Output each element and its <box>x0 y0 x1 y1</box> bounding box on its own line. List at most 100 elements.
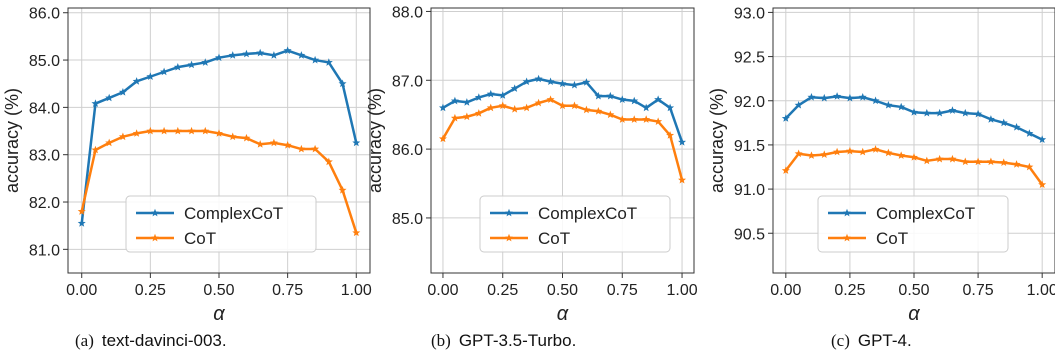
data-point <box>201 58 210 66</box>
chart-c: 0.00 0.25 0.50 0.75 1.00 90.5 91.0 91.5 92.0 92.5… <box>707 5 1055 325</box>
y-tick-label: 85.0 <box>29 53 60 70</box>
data-point <box>118 88 127 96</box>
caption-b: (b) GPT-3.5-Turbo. <box>431 331 576 351</box>
data-point <box>311 144 320 153</box>
data-point <box>486 89 495 98</box>
data-point <box>807 93 816 101</box>
data-point <box>871 96 880 105</box>
data-point <box>858 93 867 101</box>
data-point <box>173 126 182 135</box>
data-point <box>450 96 459 105</box>
data-point <box>486 103 495 112</box>
data-point <box>215 129 223 137</box>
x-tick-label: 0.75 <box>963 282 994 299</box>
x-tick-label: 0.75 <box>272 282 303 299</box>
data-point <box>986 157 995 166</box>
x-tick-label: 0.25 <box>834 282 865 299</box>
series-complexcot <box>438 74 687 146</box>
caption-c-tag: (c) <box>831 331 850 350</box>
data-point <box>642 115 651 123</box>
caption-a-tag: (a) <box>75 331 94 350</box>
y-tick-label: 91.5 <box>734 138 765 155</box>
data-point <box>999 158 1008 166</box>
data-point <box>462 98 471 106</box>
y-tick-label: 87.0 <box>392 73 423 90</box>
legend: ComplexCoT CoT <box>125 195 317 253</box>
data-point <box>522 77 531 86</box>
legend: ComplexCoT CoT <box>479 195 671 253</box>
data-point <box>132 77 141 85</box>
data-point <box>558 79 567 88</box>
data-point <box>897 151 906 159</box>
caption-b-tag: (b) <box>431 331 451 350</box>
data-point <box>352 138 361 147</box>
legend-label: ComplexCoT <box>184 204 283 223</box>
data-point <box>297 51 306 59</box>
data-point <box>666 131 675 139</box>
caption-a: (a) text-davinci-003. <box>75 331 227 351</box>
x-axis-label: α <box>213 303 225 325</box>
data-point <box>845 146 854 155</box>
data-point <box>534 98 543 107</box>
caption-c: (c) GPT-4. <box>831 331 912 351</box>
y-tick-label: 86.0 <box>29 6 60 23</box>
data-point <box>228 51 237 59</box>
y-tick-label: 86.0 <box>392 142 423 159</box>
series-cot <box>438 95 687 184</box>
data-point <box>1012 123 1021 131</box>
data-point <box>173 62 182 71</box>
data-point <box>546 95 555 103</box>
y-tick-label: 88.0 <box>392 4 423 21</box>
y-tick-label: 92.0 <box>734 94 765 111</box>
x-tick-label: 0.50 <box>898 282 929 299</box>
series-complexcot <box>77 46 361 227</box>
data-point <box>922 156 931 165</box>
chart-a: 0.00 0.25 0.50 0.75 1.00 81.0 82.0 83.0 84.0 85.0… <box>2 6 372 325</box>
data-point <box>160 126 169 135</box>
data-point <box>187 126 196 135</box>
x-tick-label: 0.50 <box>203 282 234 299</box>
data-point <box>974 157 983 166</box>
data-point <box>858 147 867 156</box>
data-point <box>132 129 141 137</box>
data-point <box>781 166 790 174</box>
data-point <box>105 138 114 147</box>
y-tick-label: 92.5 <box>734 50 765 67</box>
y-tick-label: 93.0 <box>734 5 765 22</box>
data-point <box>338 79 347 88</box>
data-point <box>833 92 842 100</box>
caption-b-name: GPT-3.5-Turbo. <box>458 331 577 350</box>
y-tick-label: 90.5 <box>734 226 765 243</box>
data-point <box>618 115 627 123</box>
y-tick-label: 83.0 <box>29 148 60 165</box>
data-point <box>338 185 347 194</box>
x-tick-label: 0.25 <box>487 282 518 299</box>
data-point <box>794 100 803 109</box>
legend-label: ComplexCoT <box>538 204 637 223</box>
x-tick-label: 1.00 <box>341 282 372 299</box>
data-point <box>510 84 519 92</box>
data-point <box>146 126 155 135</box>
data-point <box>242 49 251 58</box>
data-point <box>558 101 567 110</box>
caption-c-name: GPT-4. <box>857 331 912 350</box>
data-point <box>833 147 842 156</box>
data-point <box>948 106 957 114</box>
data-point <box>77 219 86 227</box>
data-point <box>999 118 1008 127</box>
data-point <box>871 145 880 153</box>
data-point <box>1038 135 1047 144</box>
data-point <box>1025 162 1034 171</box>
legend-marker <box>843 208 851 217</box>
data-point <box>910 153 918 161</box>
legend-marker <box>151 208 159 217</box>
data-point <box>269 51 278 59</box>
data-point <box>961 108 970 117</box>
x-tick-label: 0.00 <box>770 282 801 299</box>
data-point <box>324 58 333 66</box>
data-point <box>105 93 114 102</box>
data-point <box>242 133 251 142</box>
data-point <box>582 105 591 114</box>
legend-marker <box>151 233 159 242</box>
